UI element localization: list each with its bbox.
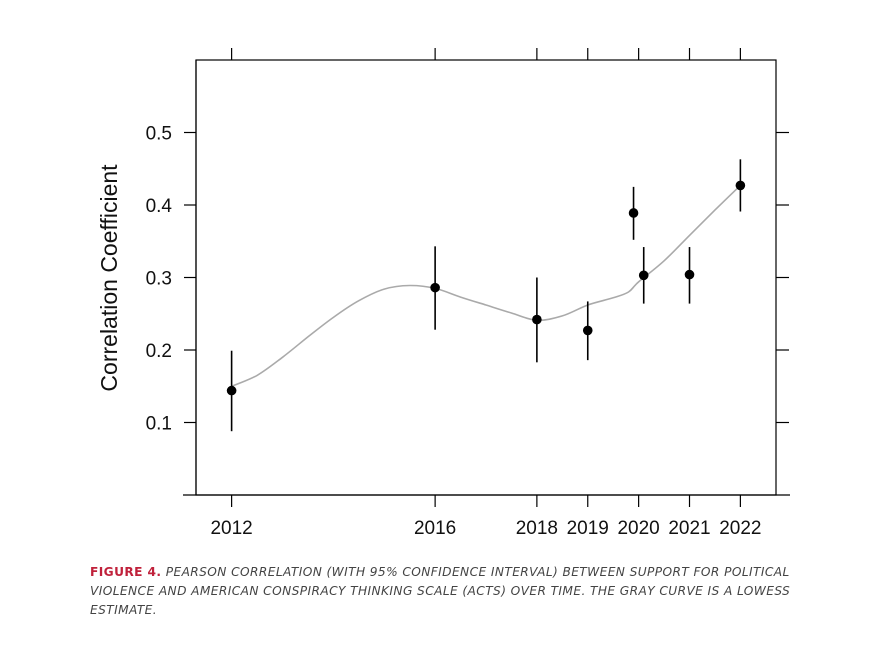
y-tick-label: 0.4 xyxy=(146,196,173,217)
y-axis: 0.1 0.2 0.3 0.4 0.5 xyxy=(146,60,197,495)
figure-label: FIGURE 4. xyxy=(90,565,162,579)
x-tick-label: 2016 xyxy=(414,518,456,539)
y-tick-label: 0.2 xyxy=(146,341,172,362)
data-point xyxy=(582,325,593,336)
lowess-curve xyxy=(231,184,741,388)
data-point xyxy=(684,269,695,280)
y-tick-label: 0.5 xyxy=(146,124,172,145)
correlation-chart: 2012 2016 2018 2019 2020 2021 2022 0.10.20.30.… xyxy=(96,48,790,539)
data-point xyxy=(628,208,639,218)
x-tick-label: 2019 xyxy=(567,518,609,539)
x-tick-label: 2020 xyxy=(617,518,659,539)
data-point xyxy=(735,180,746,191)
y-tick-label: 0.3 xyxy=(146,269,172,290)
x-tick-label: 2021 xyxy=(668,518,710,539)
figure-caption-text: PEARSON CORRELATION (WITH 95% CONFIDENCE… xyxy=(90,565,791,617)
x-tick-label: 2018 xyxy=(516,518,558,539)
data-point xyxy=(226,385,237,396)
y-tick-label: 0.1 xyxy=(146,414,172,435)
x-tick-label: 2022 xyxy=(719,518,761,539)
data-points xyxy=(226,180,746,396)
right-axis-ticks xyxy=(776,131,789,424)
x-tick-label: 2012 xyxy=(210,518,252,539)
data-point xyxy=(532,314,542,325)
confidence-intervals xyxy=(230,159,742,432)
x-axis: 2012 2016 2018 2019 2020 2021 2022 xyxy=(183,494,790,539)
data-point xyxy=(638,270,649,281)
data-point xyxy=(430,282,440,293)
top-axis-ticks xyxy=(231,48,741,60)
figure-caption: FIGURE 4. PEARSON CORRELATION (WITH 95% … xyxy=(90,563,810,620)
y-axis-title: Correlation Coefficient xyxy=(96,164,122,392)
